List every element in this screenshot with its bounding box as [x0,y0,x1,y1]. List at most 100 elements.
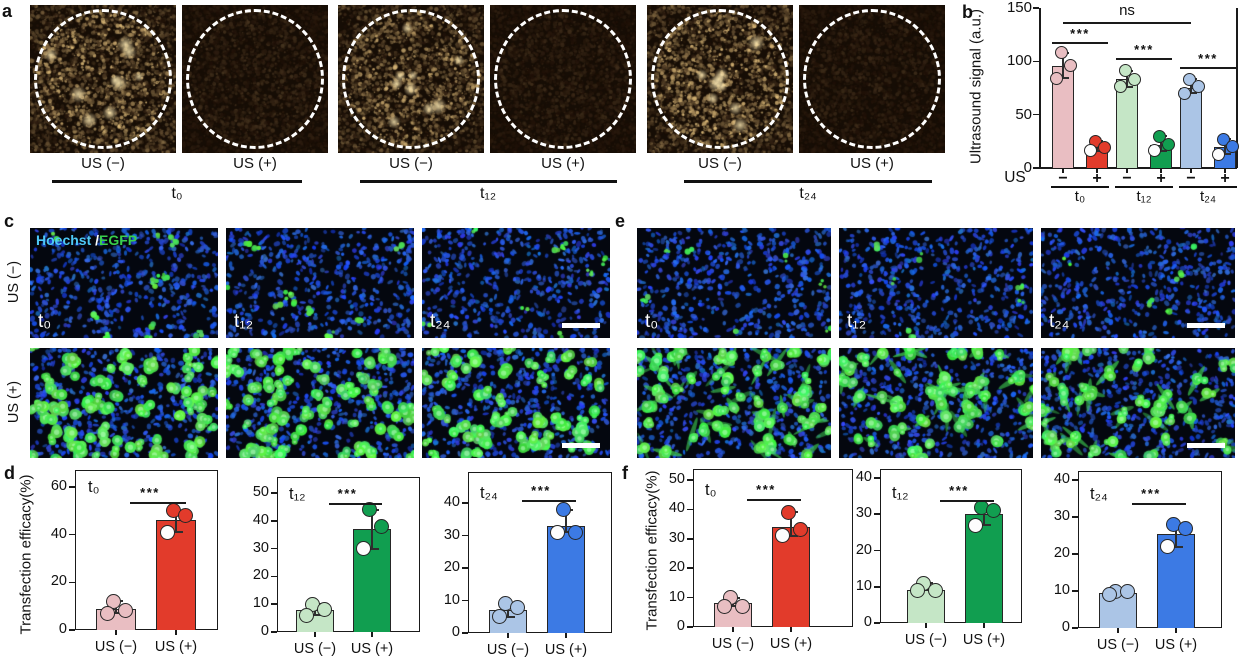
error-bar [565,509,567,533]
chart-title: t₀ [705,481,717,499]
fluorescence-canvas [226,228,414,338]
group-label: t₁₂ [1136,188,1152,205]
y-axis-label: Transfection efficacy(%) [17,474,35,635]
pair-underline [1179,186,1237,188]
data-point [567,524,583,540]
fluorescence-canvas [1041,228,1235,338]
us-sign: + [1092,170,1102,187]
plot-frame [277,477,420,632]
data-point [509,599,525,615]
y-tick-label: 0 [676,618,685,634]
data-point [361,502,377,518]
y-tick [69,629,75,631]
error-cap [1057,77,1069,80]
panel-label-a: a [2,1,13,21]
y-tick-label: 40 [252,511,269,528]
data-point [1159,539,1175,555]
us-caption: US (+) [541,155,585,172]
data-point [792,522,808,538]
x-category-label: US (+) [962,632,1006,648]
y-tick-label: 20 [855,541,872,558]
sig-line [329,503,382,505]
us-caption: US (−) [81,155,125,172]
y-tick-label: 40 [855,469,872,485]
y-axis-label: Transfection efficacy(%) [643,470,661,631]
error-bar [1190,79,1192,94]
y-tick [271,603,277,605]
x-tick [1190,168,1192,173]
x-category-label: US (−) [486,642,530,658]
sig-line [1063,22,1191,24]
ultrasound-image-t12-us-minus [338,5,484,153]
x-tick [115,630,117,635]
data-point [159,524,175,540]
fluorescence-image-e-minus-t24: t₂₄ [1041,228,1235,338]
data-point [1191,80,1205,94]
y-tick [462,599,468,602]
x-tick [314,632,316,637]
fluorescence-canvas [839,228,1033,338]
right-spine [1236,8,1238,168]
y-tick-label: 0 [260,623,269,639]
error-cap [559,531,573,534]
group-label: t₂₄ [1199,188,1217,205]
error-bar [1062,52,1064,79]
fluorescence-canvas [30,228,218,338]
y-tick [1033,7,1039,9]
ultrasound-image-t24-us-minus [647,5,793,153]
fluorescence-image-c-minus-t24: t₂₄ [422,228,610,338]
y-tick-label: 20 [50,573,67,590]
y-tick [462,534,468,537]
dashed-circle-icon [803,9,941,149]
y-tick [1033,167,1039,169]
x-tick [1224,168,1226,173]
us-sign: − [1058,170,1068,187]
sig-line [1052,42,1108,44]
fluorescence-image-e-minus-t0: t₀ [637,228,831,338]
y-tick-label: 30 [668,529,685,546]
y-tick-label: 20 [252,567,269,584]
data-point [1211,147,1225,161]
error-cap [1091,149,1103,152]
bar [1157,533,1195,628]
group-underline [360,180,617,183]
fluorescence-image-c-minus-t0: Hoechst /EGFP t₀ [30,228,218,338]
sig-label: *** [1070,26,1090,41]
x-category-label: US (+) [154,639,198,655]
bar [547,525,585,633]
time-label: t₂₄ [430,311,451,332]
dashed-circle-icon [34,9,172,149]
chart-title: t₂₄ [1090,485,1108,503]
y-tick-label: 50 [668,471,685,487]
group-label: t₁₂ [479,185,497,202]
fluorescence-image-e-plus-t24 [1041,348,1235,458]
data-point [967,517,983,533]
x-tick [175,630,177,635]
y-tick-label: 40 [668,500,685,517]
y-tick-label: 100 [1006,52,1032,70]
error-cap [1219,153,1231,156]
fluorescence-image-c-plus-t12 [226,348,414,458]
data-point [117,603,133,619]
fluorescence-image-c-minus-t12: t₁₂ [226,228,414,338]
data-point [355,541,371,557]
scale-bar [1187,323,1225,328]
x-tick [790,627,792,632]
y-tick [874,477,880,479]
chart-title: t₁₂ [892,484,909,502]
group-label: t₀ [1074,188,1086,205]
y-axis [1039,8,1041,168]
error-cap [977,524,991,527]
bar [772,527,810,627]
y-tick-label: 30 [855,505,872,522]
group-underline [684,180,932,183]
data-point [1097,141,1111,155]
sig-label: ns [1119,2,1135,19]
sig-line [1180,67,1236,69]
y-tick [874,513,880,516]
time-label: t₀ [645,311,659,332]
sig-line [1132,503,1186,505]
error-cap [784,534,798,537]
y-tick-label: 60 [50,478,67,494]
